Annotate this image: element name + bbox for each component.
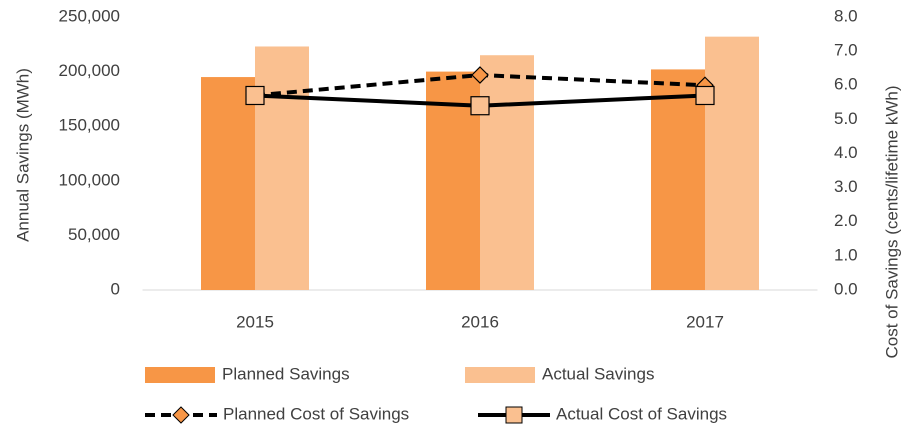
legend-label: Actual Savings xyxy=(542,364,654,383)
bar xyxy=(651,69,705,290)
y2-axis-label: Cost of Savings (cents/lifetime kWh) xyxy=(882,85,901,358)
y-tick-label: 0 xyxy=(111,279,120,298)
y-tick-label: 150,000 xyxy=(59,116,120,135)
bar xyxy=(255,46,309,290)
y2-tick-label: 6.0 xyxy=(834,75,858,94)
y-axis-label: Annual Savings (MWh) xyxy=(13,68,32,242)
y2-tick-label: 7.0 xyxy=(834,41,858,60)
legend-label: Planned Savings xyxy=(222,364,350,383)
line-marker xyxy=(471,66,489,84)
y2-tick-label: 5.0 xyxy=(834,109,858,128)
y2-tick-label: 0.0 xyxy=(834,279,858,298)
y-tick-label: 250,000 xyxy=(59,6,120,25)
y2-tick-label: 1.0 xyxy=(834,245,858,264)
line-marker xyxy=(470,96,490,116)
legend-label: Actual Cost of Savings xyxy=(556,404,727,423)
x-tick-label: 2015 xyxy=(236,312,274,331)
y-tick-label: 50,000 xyxy=(68,225,120,244)
y2-tick-label: 8.0 xyxy=(834,6,858,25)
y2-tick-label: 3.0 xyxy=(834,177,858,196)
y2-tick-label: 4.0 xyxy=(834,143,858,162)
bar xyxy=(201,77,255,290)
legend-marker xyxy=(172,406,190,424)
legend-swatch xyxy=(145,367,215,383)
y2-tick-label: 2.0 xyxy=(834,211,858,230)
y-tick-label: 200,000 xyxy=(59,61,120,80)
legend-swatch xyxy=(465,367,535,383)
line-marker xyxy=(695,85,715,106)
x-tick-label: 2017 xyxy=(686,312,724,331)
bar xyxy=(705,36,759,290)
x-tick-label: 2016 xyxy=(461,312,499,331)
bar xyxy=(480,55,534,290)
line-marker xyxy=(245,85,265,106)
legend-marker xyxy=(505,406,523,424)
y-tick-label: 100,000 xyxy=(59,170,120,189)
legend-label: Planned Cost of Savings xyxy=(223,404,409,423)
